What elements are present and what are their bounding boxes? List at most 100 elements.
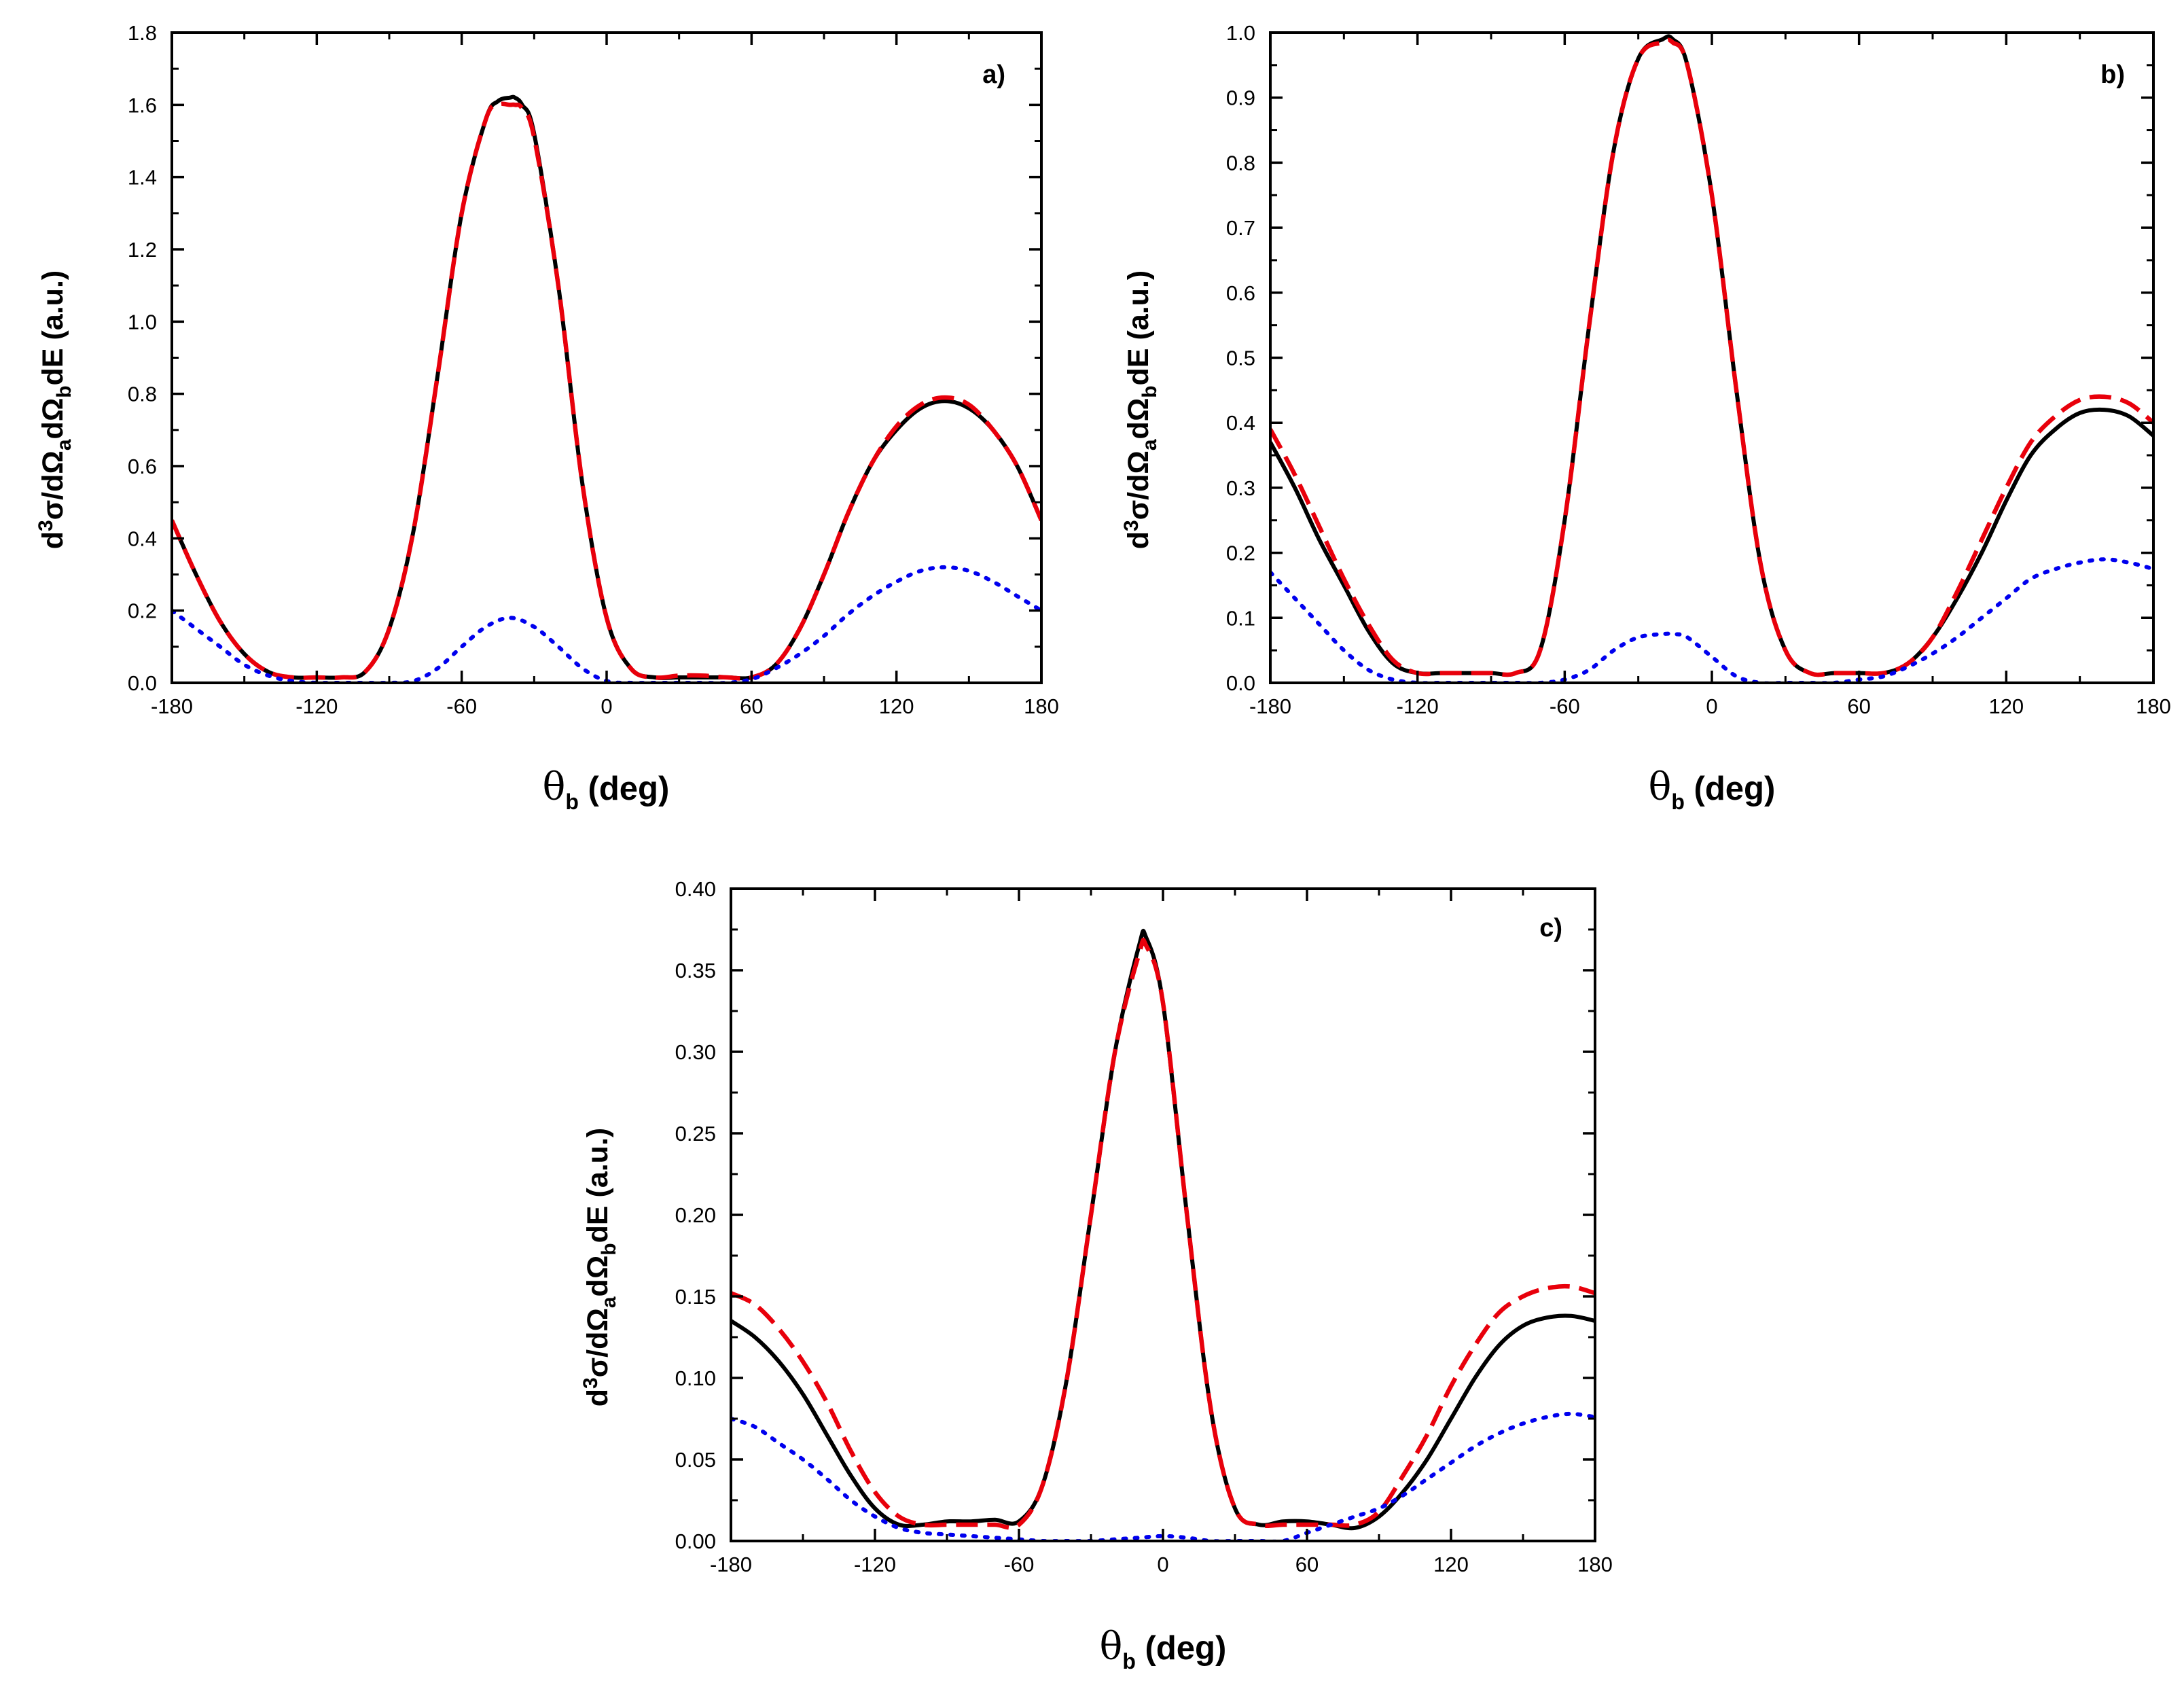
chart-b-xlabel: θb (deg) xyxy=(1649,765,1776,814)
chart-a-series-solid xyxy=(172,94,1041,681)
chart-b-ylabel-d: d xyxy=(1122,531,1155,549)
chart-b-ytick-label: 0.2 xyxy=(1226,542,1255,565)
chart-b-frame xyxy=(1269,31,2155,684)
chart-b-xtick-label: 60 xyxy=(1847,694,1870,718)
chart-panel-a: -180 -120 -60 0 60 120 180 0.0 0.2 0.4 0.6 0.8 1.0 1.… xyxy=(0,0,1087,815)
chart-c-panel-label: c) xyxy=(1539,914,1562,942)
chart-a-xtick-label: 0 xyxy=(601,694,612,718)
chart-a-ytick-label: 0.0 xyxy=(128,671,157,695)
chart-b-xtick-label: -180 xyxy=(1249,694,1291,718)
chart-a-xtick-label: 120 xyxy=(879,694,914,718)
chart-b-ylabel-p3: dΩ xyxy=(1122,398,1155,440)
chart-c-ylabel: d3σ/dΩadΩbdE (a.u.) xyxy=(579,1128,620,1406)
chart-c-frame xyxy=(730,887,1596,1542)
chart-b-xtick-label: 0 xyxy=(1706,694,1717,718)
chart-b-ytick-label: 0.7 xyxy=(1226,216,1255,240)
chart-c-ytick-label: 0.30 xyxy=(675,1040,716,1064)
chart-c-plot-layer: -180 -120 -60 0 60 120 180 0.00 0.05 0.10 0.15 0.20… xyxy=(675,877,1613,1576)
chart-a-xlabel-sub: b xyxy=(565,790,579,814)
chart-c-ylabel-p4: dE (a.u.) xyxy=(581,1128,614,1243)
chart-b-ylabel-sub2: b xyxy=(1139,385,1161,397)
chart-a-ylabel-sub1: a xyxy=(53,439,75,450)
chart-c-xlabel: θb (deg) xyxy=(1100,1625,1227,1673)
chart-a-series-dashed xyxy=(172,101,1041,681)
chart-a-xlabel-theta: θ xyxy=(543,765,566,809)
chart-b-ytick-label: 0.9 xyxy=(1226,86,1255,110)
chart-b-ytick-label: 0.5 xyxy=(1226,347,1255,370)
chart-a-ylabel-p2: σ/dΩ xyxy=(37,450,69,520)
chart-a-ytick-label: 0.8 xyxy=(128,383,157,406)
chart-b-ytick-label: 0.1 xyxy=(1226,606,1255,630)
chart-a-xtick-label: -60 xyxy=(446,694,477,718)
chart-c-series-solid xyxy=(731,929,1595,1531)
chart-c-xtick-label: -120 xyxy=(854,1553,896,1576)
chart-c-xtick-label: 0 xyxy=(1157,1553,1168,1576)
chart-c-ytick-label: 0.25 xyxy=(675,1122,716,1146)
chart-a-plot-layer: -180 -120 -60 0 60 120 180 0.0 0.2 0.4 0.6 0.8 1.0 1.… xyxy=(128,21,1059,718)
chart-a-ylabel-sub2: b xyxy=(53,385,75,397)
chart-a-ylabel-p3: dΩ xyxy=(37,398,69,440)
chart-b-svg: -180 -120 -60 0 60 120 180 0.0 0.1 0.2 0.3 0.4 0.5 0.… xyxy=(1120,21,2171,814)
chart-c-xtick-label: -60 xyxy=(1004,1553,1035,1576)
chart-c-xlabel-theta: θ xyxy=(1100,1625,1123,1669)
chart-a-xlabel: θb (deg) xyxy=(543,765,670,814)
chart-c-series-dotted xyxy=(731,1411,1595,1541)
chart-c-ylabel-d: d xyxy=(581,1389,614,1406)
chart-c-svg: -180 -120 -60 0 60 120 180 0.00 0.05 0.10 0.15 0.20… xyxy=(579,877,1613,1673)
chart-b-series-dashed xyxy=(1270,37,2153,677)
chart-b-series-dotted xyxy=(1270,557,2153,683)
chart-b-ylabel-sup: 3 xyxy=(1120,520,1143,531)
chart-a-xtick-label: 60 xyxy=(740,694,763,718)
chart-b-xtick-label: 180 xyxy=(2136,694,2171,718)
chart-a-ylabel-sup: 3 xyxy=(35,520,57,531)
chart-b-xtick-label: -60 xyxy=(1550,694,1580,718)
chart-b-ylabel-p2: σ/dΩ xyxy=(1122,450,1155,520)
chart-b-xlabel-theta: θ xyxy=(1649,765,1672,809)
chart-b-xtick-label: -120 xyxy=(1397,694,1439,718)
chart-b-ytick-label: 0.4 xyxy=(1226,411,1255,435)
chart-b-ytick-label: 0.0 xyxy=(1226,671,1255,695)
chart-b-xlabel-sub: b xyxy=(1671,790,1685,814)
chart-c-ylabel-p3: dΩ xyxy=(581,1256,614,1297)
chart-a-ylabel-p4: dE (a.u.) xyxy=(37,270,69,386)
chart-a-xtick-label: -120 xyxy=(296,694,338,718)
chart-a-ytick-label: 0.2 xyxy=(128,599,157,623)
chart-b-xlabel-rest: (deg) xyxy=(1685,770,1775,807)
chart-a-xlabel-rest: (deg) xyxy=(579,770,669,807)
chart-c-xlabel-sub: b xyxy=(1122,1649,1136,1673)
chart-panel-b: -180 -120 -60 0 60 120 180 0.0 0.1 0.2 0.3 0.4 0.5 0.… xyxy=(1087,0,2184,815)
chart-c-xtick-label: 180 xyxy=(1577,1553,1613,1576)
chart-c-xtick-label: -180 xyxy=(710,1553,752,1576)
chart-b-ylabel: d3σ/dΩadΩbdE (a.u.) xyxy=(1120,270,1161,549)
chart-b-ytick-label: 1.0 xyxy=(1226,21,1255,45)
chart-c-ylabel-sub2: b xyxy=(598,1243,620,1255)
chart-c-xlabel-rest: (deg) xyxy=(1136,1630,1226,1667)
chart-c-ytick-label: 0.35 xyxy=(675,959,716,982)
chart-a-ylabel: d3σ/dΩadΩbdE (a.u.) xyxy=(35,270,75,549)
chart-b-ylabel-sub1: a xyxy=(1139,439,1161,450)
chart-b-panel-label: b) xyxy=(2100,60,2125,89)
chart-c-ylabel-p2: σ/dΩ xyxy=(581,1308,614,1377)
chart-a-frame xyxy=(171,31,1043,684)
chart-a-ytick-label: 1.4 xyxy=(128,166,157,190)
chart-c-ylabel-sub1: a xyxy=(598,1296,620,1308)
chart-c-ytick-label: 0.10 xyxy=(675,1366,716,1390)
chart-a-ylabel-d: d xyxy=(37,531,69,549)
chart-c-xtick-label: 120 xyxy=(1433,1553,1469,1576)
chart-c-ylabel-sup: 3 xyxy=(579,1377,602,1389)
chart-c-ytick-label: 0.40 xyxy=(675,877,716,901)
chart-b-ytick-label: 0.3 xyxy=(1226,476,1255,500)
chart-c-xtick-label: 60 xyxy=(1295,1553,1319,1576)
chart-c-ytick-label: 0.15 xyxy=(675,1285,716,1309)
chart-c-series-dashed xyxy=(731,938,1595,1530)
chart-b-series-solid xyxy=(1270,34,2153,677)
chart-b-plot-layer: -180 -120 -60 0 60 120 180 0.0 0.1 0.2 0.3 0.4 0.5 0.… xyxy=(1226,21,2171,718)
chart-b-ytick-label: 0.6 xyxy=(1226,281,1255,305)
chart-b-ylabel-p4: dE (a.u.) xyxy=(1122,270,1155,386)
chart-a-svg: -180 -120 -60 0 60 120 180 0.0 0.2 0.4 0.6 0.8 1.0 1.… xyxy=(35,21,1059,814)
chart-a-ytick-label: 1.8 xyxy=(128,21,157,45)
chart-a-xtick-label: -180 xyxy=(151,694,193,718)
chart-c-ytick-label: 0.20 xyxy=(675,1203,716,1227)
chart-a-ytick-label: 1.6 xyxy=(128,93,157,117)
chart-a-xtick-label: 180 xyxy=(1024,694,1059,718)
